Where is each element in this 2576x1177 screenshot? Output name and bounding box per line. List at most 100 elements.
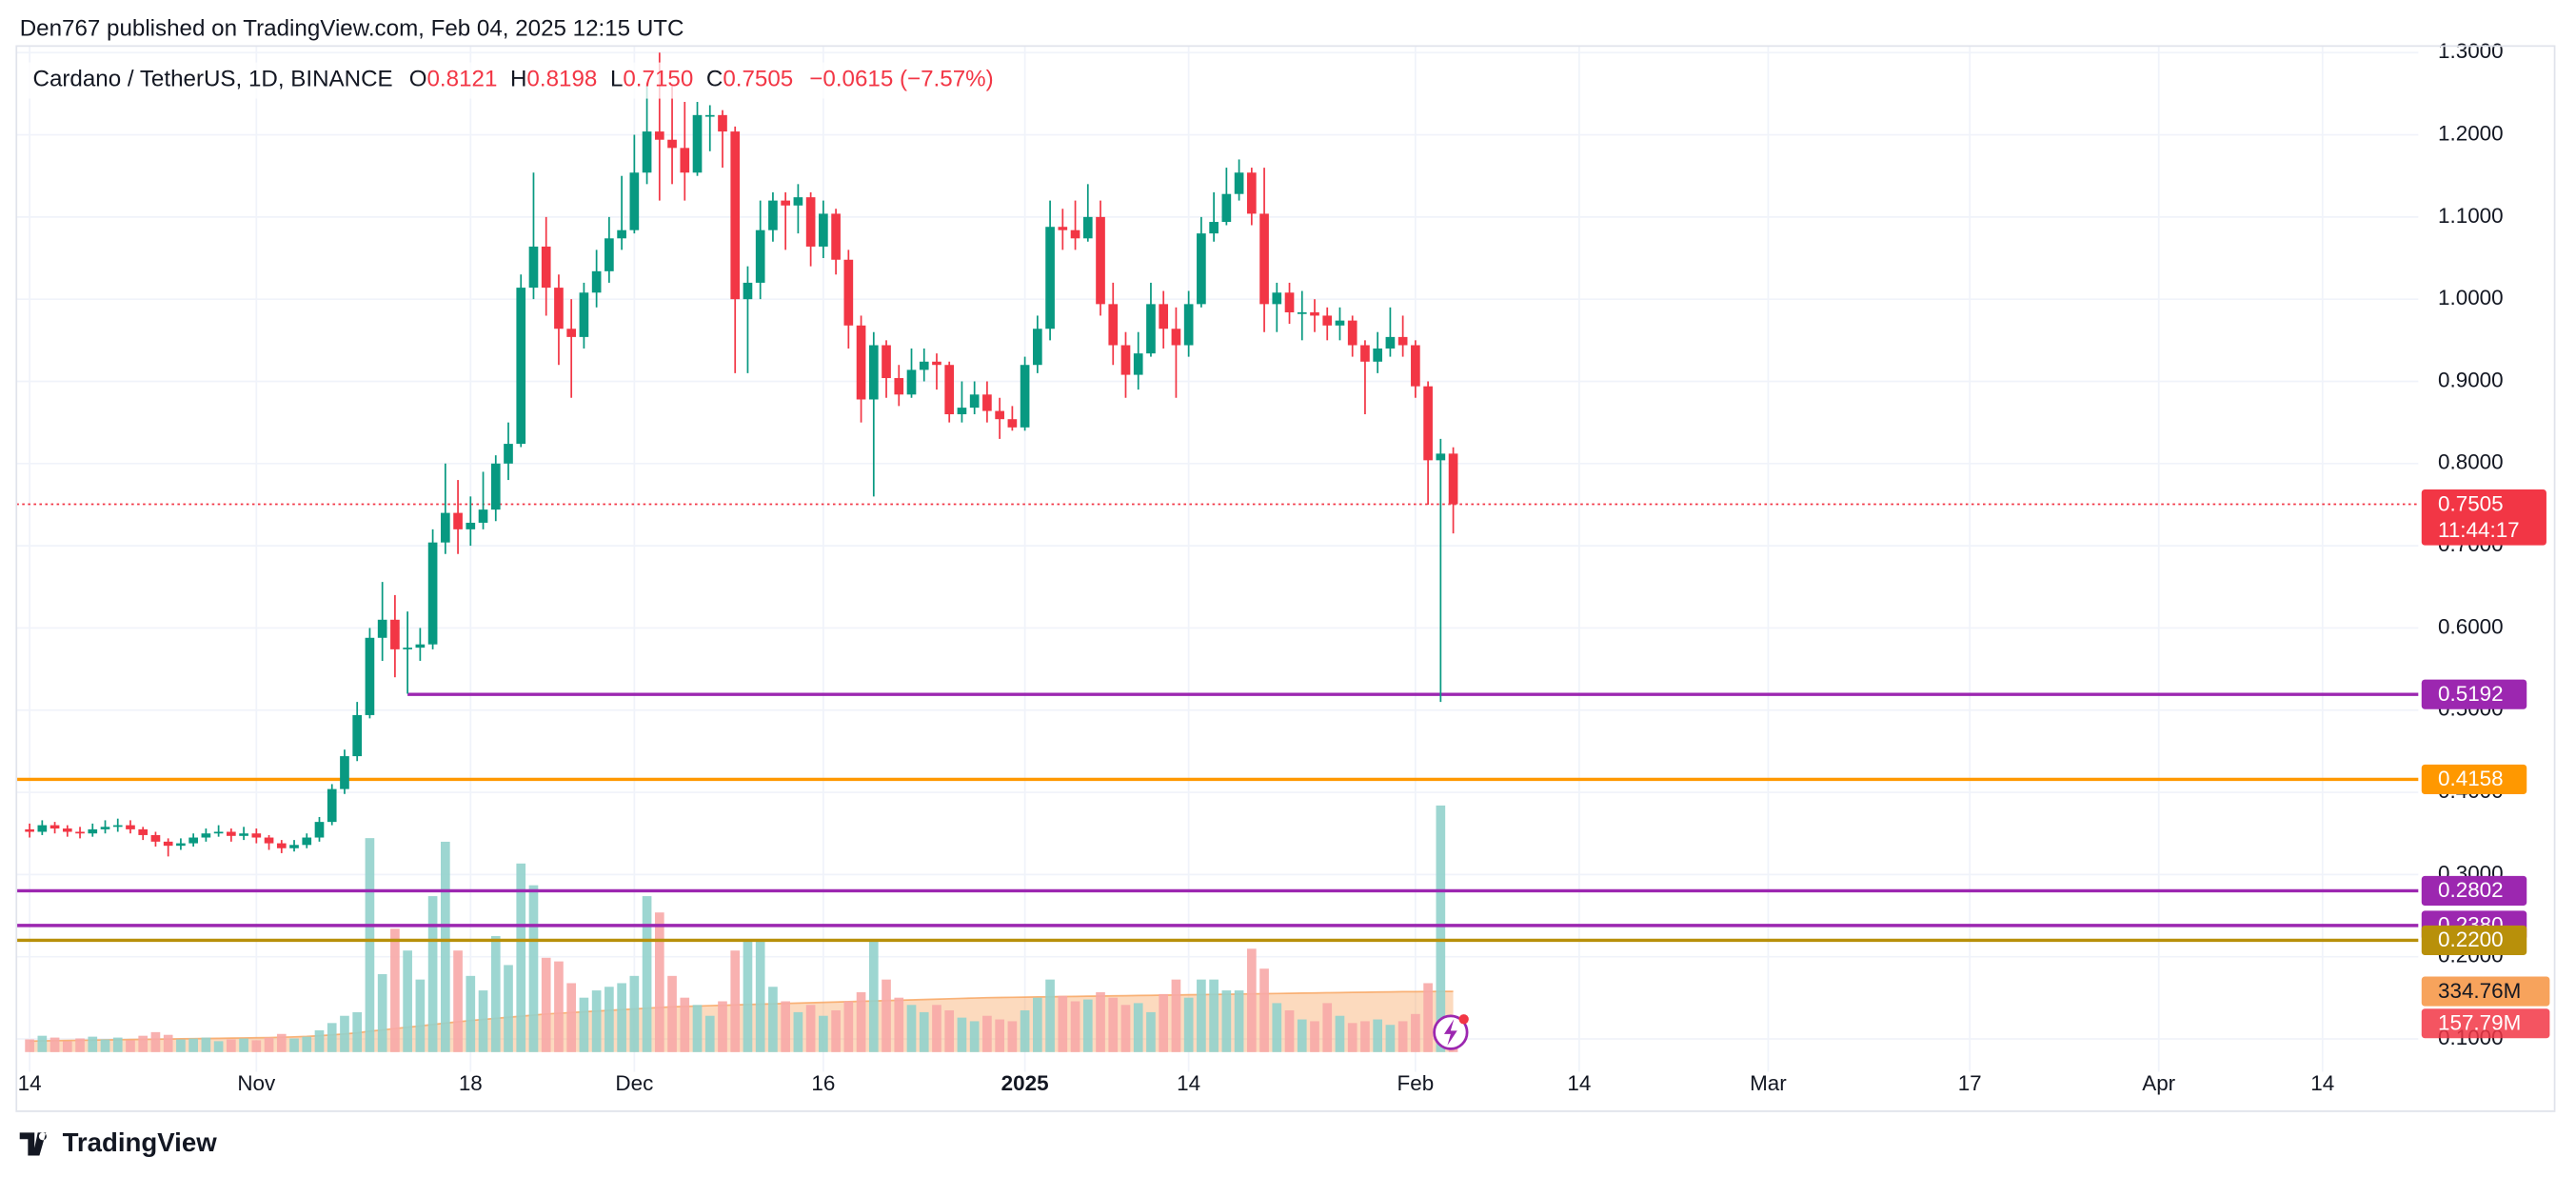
volume-bar — [327, 1023, 337, 1052]
candle-body — [176, 843, 186, 847]
candle-body — [894, 378, 904, 395]
candle-body — [126, 825, 135, 829]
x-tick-label: 14 — [2310, 1071, 2334, 1095]
volume-bar — [516, 863, 526, 1052]
candle-body — [478, 509, 488, 523]
candle-body — [365, 637, 375, 715]
volume-bar — [957, 1017, 967, 1052]
level-label-box — [2421, 679, 2527, 709]
candle-body — [793, 197, 803, 206]
volume-bar — [1159, 993, 1169, 1052]
volume-bar — [1197, 979, 1206, 1052]
volume-bar — [163, 1034, 173, 1052]
candle-body — [163, 841, 173, 847]
x-tick-label: Apr — [2142, 1071, 2175, 1095]
candle-body — [969, 394, 980, 409]
candle-body — [805, 197, 816, 247]
candle-body — [390, 619, 400, 649]
volume-bar — [591, 990, 602, 1052]
candle-body — [856, 325, 866, 400]
volume-bar — [843, 1001, 854, 1052]
volume-bar — [969, 1021, 980, 1052]
candle-body — [112, 825, 123, 828]
legend-key: L — [610, 67, 623, 92]
volume-bar — [150, 1031, 161, 1052]
legend: Cardano / TetherUS, 1D, BINANCE O0.8121 … — [33, 67, 994, 92]
volume-bar — [1310, 1021, 1319, 1052]
candle-body — [1347, 320, 1357, 346]
candle-body — [1058, 227, 1068, 230]
alert-bolt[interactable] — [1443, 1019, 1457, 1046]
volume-bar — [1246, 948, 1257, 1052]
candle-body — [1373, 348, 1383, 362]
candle-body — [1322, 315, 1333, 326]
candle-body — [314, 822, 325, 838]
volume-bar — [805, 1005, 816, 1052]
candle-body — [868, 345, 879, 400]
candle-body — [1335, 320, 1345, 326]
volume-bar — [932, 1005, 941, 1052]
candle-body — [377, 619, 387, 638]
candle-body — [1284, 292, 1295, 312]
volume-bar — [227, 1039, 236, 1052]
candle-body — [150, 834, 161, 842]
candle-body — [1423, 386, 1433, 461]
y-tick-label: 1.2000 — [2438, 121, 2504, 145]
volume-bar — [642, 896, 652, 1052]
candle-body — [1436, 453, 1446, 461]
candle-body — [743, 282, 753, 300]
volume-bar — [1183, 997, 1194, 1052]
candle-body — [516, 288, 526, 445]
candle-body — [604, 238, 614, 271]
x-tick-label: 2025 — [1001, 1071, 1049, 1095]
candle-body — [340, 756, 349, 789]
legend-change: −0.0615 (−7.57%) — [809, 67, 993, 92]
legend-value: 0.8198 — [526, 67, 597, 92]
y-tick-label: 0.9000 — [2438, 368, 2504, 391]
alert-dot[interactable] — [1458, 1014, 1469, 1025]
candle-body — [188, 837, 198, 844]
volume-bar — [504, 965, 513, 1052]
volume-box — [2421, 1008, 2550, 1039]
legend-value: 0.8121 — [426, 67, 497, 92]
volume-bar — [819, 1015, 828, 1052]
volume-bar — [126, 1040, 135, 1052]
volume-bar — [579, 997, 589, 1052]
volume-bar — [441, 841, 450, 1052]
volume-bar — [25, 1039, 34, 1052]
volume-bar — [340, 1015, 349, 1052]
level-label-box — [2421, 925, 2527, 955]
volume-bar — [62, 1041, 72, 1052]
level-label-box — [2421, 875, 2527, 906]
legend-key: C — [706, 67, 723, 92]
candle-body — [302, 837, 312, 846]
candle-body — [504, 444, 513, 464]
volume-bar — [1058, 995, 1068, 1052]
chart-layer: 0.10000.20000.30000.40000.50000.60000.70… — [16, 39, 2555, 1095]
candle-body — [1082, 216, 1093, 239]
candle-body — [213, 831, 224, 834]
volume-bar — [251, 1040, 262, 1052]
candle-body — [831, 213, 841, 260]
candle-body — [251, 833, 262, 838]
volume-bar — [617, 983, 626, 1052]
volume-bar — [680, 997, 690, 1052]
volume-bar — [743, 939, 753, 1052]
volume-bar — [1171, 979, 1181, 1052]
volume-bar — [1259, 968, 1269, 1052]
volume-bar — [289, 1038, 299, 1052]
volume-bar — [1297, 1019, 1307, 1052]
y-tick-label: 1.3000 — [2438, 39, 2504, 63]
volume-bar — [201, 1037, 211, 1052]
volume-bar — [831, 1010, 841, 1052]
candle-body — [1209, 222, 1219, 234]
volume-bar — [604, 987, 614, 1052]
alert-icon[interactable] — [1433, 1014, 1469, 1050]
volume-bar — [718, 1001, 727, 1052]
volume-bar — [894, 997, 904, 1052]
candle-body — [1448, 453, 1458, 505]
volume-bar — [667, 975, 677, 1052]
candle-body — [704, 114, 715, 117]
candle-body — [882, 345, 891, 379]
candle-body — [541, 246, 551, 289]
